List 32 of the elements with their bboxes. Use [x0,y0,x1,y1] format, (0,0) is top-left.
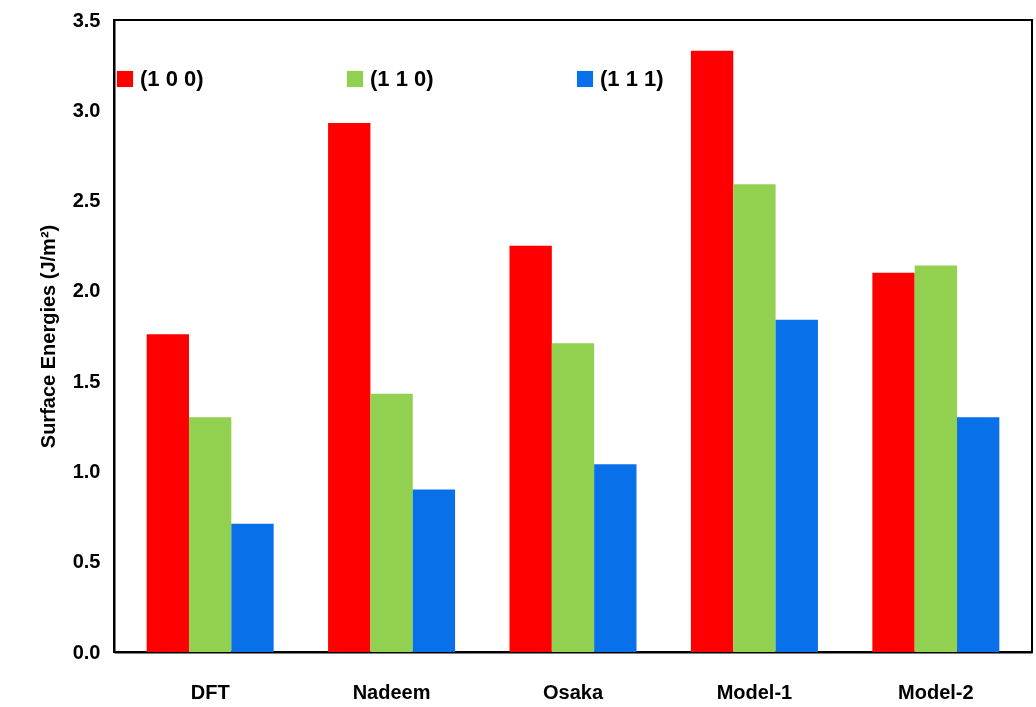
bar [146,334,189,652]
bar [594,464,637,652]
bar [328,122,371,652]
legend-label: (1 1 1) [600,66,664,91]
x-tick-label: DFT [190,680,230,703]
bar [370,393,413,652]
y-tick-label: 2.5 [72,189,101,212]
bar [775,319,818,652]
y-tick-label: 1.5 [72,369,101,392]
x-tick-label: Model-2 [898,680,974,703]
y-tick-label: 0.0 [72,640,101,663]
y-tick-label: 0.5 [72,550,101,573]
x-tick-label: Nadeem [352,680,431,703]
y-axis-title: Surface Energies (J/m²) [36,224,59,449]
y-tick-label: 3.5 [72,8,101,31]
y-tick-label: 3.0 [72,98,101,121]
bar [733,184,776,652]
bar [412,489,456,652]
bar [957,417,1000,652]
bar [551,343,595,652]
x-tick-label: Osaka [542,680,604,703]
bar [914,265,958,652]
x-tick-label: Model-1 [716,680,793,703]
y-tick-label: 1.0 [72,459,101,482]
bar [690,50,734,652]
legend-label: (1 1 0) [370,66,434,91]
bar [188,417,232,652]
y-tick-label: 2.0 [72,279,101,302]
bar [509,245,552,652]
bar [231,523,274,652]
bar [872,272,915,652]
legend-label: (1 0 0) [140,66,204,91]
